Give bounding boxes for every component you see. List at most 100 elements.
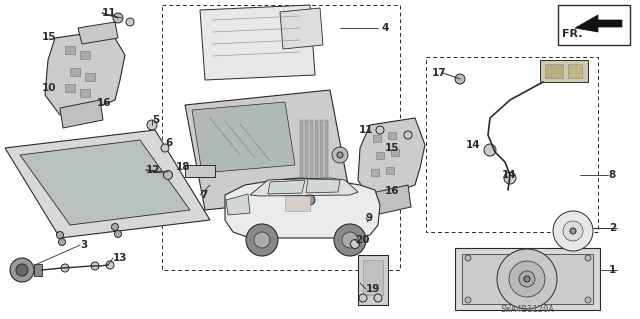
Text: 11: 11 — [359, 125, 374, 135]
Circle shape — [359, 294, 367, 302]
Bar — [455, 248, 600, 310]
Text: 1: 1 — [609, 265, 616, 275]
Circle shape — [115, 231, 122, 238]
Circle shape — [364, 218, 372, 226]
Circle shape — [111, 224, 118, 231]
Bar — [386, 167, 394, 174]
Text: 15: 15 — [42, 32, 56, 42]
Text: 13: 13 — [113, 253, 127, 263]
Bar — [70, 68, 80, 76]
Polygon shape — [268, 180, 305, 194]
Bar — [371, 169, 379, 176]
Bar — [320, 120, 323, 180]
Bar — [462, 254, 593, 304]
Circle shape — [61, 264, 69, 272]
Circle shape — [334, 224, 366, 256]
Bar — [376, 152, 384, 159]
Bar — [80, 89, 90, 97]
Circle shape — [161, 144, 169, 152]
Polygon shape — [306, 179, 340, 193]
Polygon shape — [20, 140, 190, 225]
Circle shape — [563, 221, 583, 241]
Bar — [358, 255, 388, 305]
Circle shape — [342, 232, 358, 248]
Text: 14: 14 — [466, 140, 481, 150]
Circle shape — [509, 261, 545, 297]
Bar — [540, 60, 588, 82]
Polygon shape — [226, 194, 250, 215]
Circle shape — [455, 74, 465, 84]
Text: 3: 3 — [80, 240, 87, 250]
Circle shape — [376, 126, 384, 134]
Bar — [300, 120, 303, 180]
Text: 10: 10 — [42, 83, 56, 93]
Text: 7: 7 — [200, 190, 207, 200]
Bar — [391, 149, 399, 156]
Bar — [65, 46, 75, 54]
Circle shape — [465, 255, 471, 261]
Text: 2: 2 — [609, 223, 616, 233]
Circle shape — [484, 144, 496, 156]
Circle shape — [246, 224, 278, 256]
Bar — [388, 132, 396, 139]
Bar — [310, 120, 313, 180]
Text: 16: 16 — [97, 98, 111, 108]
Bar — [325, 120, 328, 180]
Text: 14: 14 — [502, 170, 516, 180]
Bar — [426, 57, 598, 232]
Circle shape — [570, 228, 576, 234]
Bar — [558, 5, 630, 45]
Text: 4: 4 — [381, 23, 388, 33]
Bar — [545, 64, 563, 78]
Polygon shape — [575, 15, 622, 32]
Circle shape — [404, 131, 412, 139]
Circle shape — [337, 152, 343, 158]
Polygon shape — [225, 178, 380, 238]
Circle shape — [465, 297, 471, 303]
Text: 19: 19 — [366, 284, 380, 294]
Text: 17: 17 — [432, 68, 447, 78]
Circle shape — [113, 13, 123, 23]
Text: 9: 9 — [366, 213, 373, 223]
Circle shape — [254, 232, 270, 248]
Text: 11: 11 — [102, 8, 116, 18]
Polygon shape — [185, 90, 350, 210]
Circle shape — [504, 172, 516, 184]
Circle shape — [519, 271, 535, 287]
Text: FR.: FR. — [562, 29, 582, 39]
Circle shape — [106, 261, 114, 269]
Polygon shape — [358, 118, 425, 197]
Text: 20: 20 — [355, 235, 369, 245]
Polygon shape — [372, 185, 411, 215]
Circle shape — [553, 211, 593, 251]
Bar — [85, 73, 95, 81]
Circle shape — [497, 249, 557, 309]
Circle shape — [351, 240, 360, 249]
Bar — [285, 196, 310, 211]
Text: 16: 16 — [385, 186, 399, 196]
Circle shape — [56, 232, 63, 239]
Bar — [315, 120, 318, 180]
Bar — [185, 165, 215, 177]
Text: SWA4B1120A: SWA4B1120A — [500, 306, 554, 315]
Bar — [363, 260, 383, 295]
Circle shape — [163, 170, 173, 180]
Bar — [162, 5, 400, 270]
Circle shape — [147, 120, 157, 130]
Circle shape — [10, 258, 34, 282]
Circle shape — [374, 294, 382, 302]
Polygon shape — [60, 100, 103, 128]
Bar — [373, 135, 381, 142]
Circle shape — [585, 255, 591, 261]
Bar — [568, 64, 582, 78]
Circle shape — [585, 297, 591, 303]
Circle shape — [305, 195, 315, 205]
Circle shape — [332, 147, 348, 163]
Bar — [305, 120, 308, 180]
Polygon shape — [250, 178, 358, 196]
Polygon shape — [192, 102, 295, 173]
Circle shape — [16, 264, 28, 276]
Circle shape — [58, 239, 65, 246]
Text: 15: 15 — [385, 143, 399, 153]
Polygon shape — [45, 30, 125, 115]
